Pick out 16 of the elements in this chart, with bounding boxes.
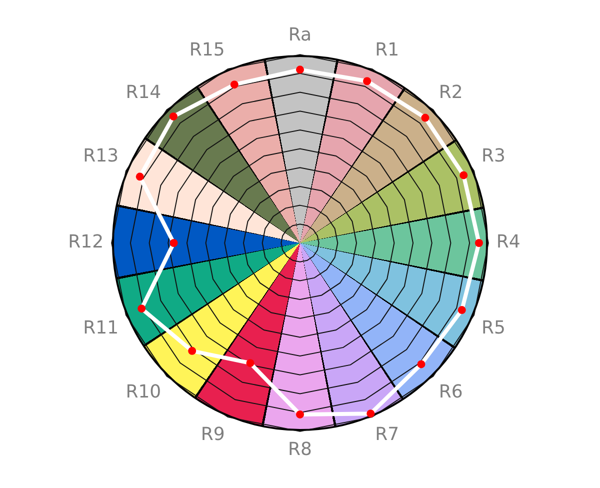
spoke-label: R15 (189, 39, 225, 60)
spoke-label: R5 (481, 318, 506, 339)
spoke-label: Ra (288, 24, 312, 46)
spoke-label: R4 (496, 232, 520, 253)
spoke-label: R13 (83, 146, 119, 167)
spoke-label: R8 (288, 438, 312, 460)
spoke-label: R7 (375, 424, 400, 445)
spoke-label: R14 (126, 82, 162, 103)
spoke-label: R6 (438, 381, 463, 402)
spoke-label: R2 (438, 82, 463, 103)
spoke-label: R3 (481, 146, 506, 167)
spoke-label: R12 (68, 232, 104, 253)
spoke-label: R9 (200, 424, 225, 445)
spoke-label: R10 (126, 381, 162, 402)
spoke-label: R1 (375, 39, 400, 60)
spoke-label: R11 (83, 318, 119, 339)
